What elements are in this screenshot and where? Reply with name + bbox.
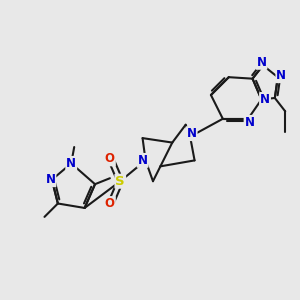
Text: N: N [45, 173, 56, 186]
Text: N: N [138, 154, 148, 167]
Text: N: N [260, 93, 270, 106]
Text: N: N [276, 69, 286, 82]
Text: N: N [187, 127, 196, 140]
Text: N: N [66, 157, 76, 170]
Text: O: O [105, 197, 115, 210]
Text: N: N [256, 56, 266, 69]
Text: N: N [244, 116, 255, 129]
Text: O: O [105, 152, 115, 165]
Text: S: S [116, 175, 125, 188]
